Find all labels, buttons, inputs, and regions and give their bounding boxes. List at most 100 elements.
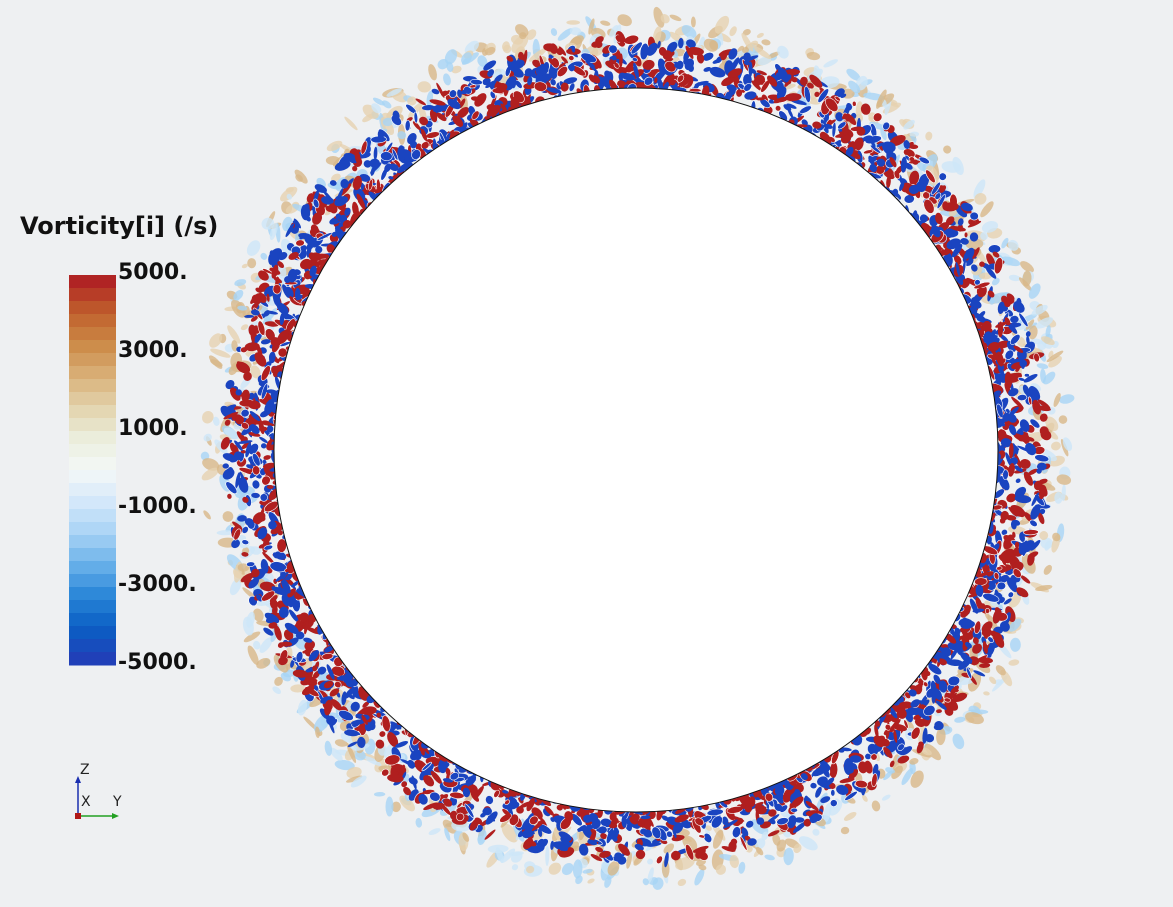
eddy (661, 815, 669, 821)
eddy (992, 251, 1000, 258)
eddy (278, 606, 289, 619)
eddy (421, 761, 432, 772)
eddy (369, 158, 380, 167)
eddy (456, 812, 465, 822)
eddy (943, 145, 952, 154)
eddy (1004, 349, 1014, 360)
eddy (979, 261, 985, 267)
eddy (341, 691, 347, 706)
eddy (1007, 323, 1018, 334)
eddy (380, 151, 393, 162)
eddy (654, 77, 658, 84)
eddy (363, 755, 382, 766)
eddy (426, 132, 440, 138)
eddy (931, 181, 941, 196)
eddy (309, 265, 317, 277)
eddy (276, 302, 289, 315)
eddy (951, 226, 966, 232)
eddy (755, 846, 764, 856)
eddy (411, 775, 417, 790)
colorbar-band (69, 366, 116, 380)
eddy (259, 637, 273, 653)
eddy (411, 149, 422, 160)
eddy (321, 196, 334, 205)
eddy (1027, 551, 1039, 559)
eddy (920, 747, 932, 756)
eddy (694, 817, 705, 826)
eddy (837, 121, 847, 130)
eddy (444, 827, 451, 842)
eddy (889, 135, 906, 146)
eddy (914, 718, 926, 728)
eddy (385, 796, 394, 817)
eddy (855, 101, 863, 118)
eddy (889, 719, 901, 732)
eddy (600, 20, 611, 26)
eddy (254, 352, 267, 367)
eddy (840, 826, 850, 835)
eddy (685, 844, 695, 861)
eddy (229, 578, 242, 596)
eddy (787, 815, 797, 829)
eddy (843, 811, 857, 821)
x-label: X (81, 794, 91, 810)
eddy (984, 608, 990, 614)
eddy (621, 72, 635, 81)
eddy (381, 715, 391, 732)
eddy (395, 740, 409, 748)
eddy (272, 552, 279, 559)
eddy (268, 520, 277, 530)
eddy (292, 220, 299, 225)
eddy (918, 156, 930, 165)
eddy (566, 20, 580, 25)
eddy (995, 419, 1006, 427)
eddy (419, 116, 429, 126)
eddy (436, 112, 447, 122)
eddy (849, 755, 862, 763)
eddy (790, 807, 798, 813)
eddy (829, 800, 843, 816)
colorbar-band (69, 574, 116, 588)
colorbar-band (69, 639, 116, 653)
eddy (943, 697, 951, 703)
eddy (250, 315, 258, 322)
eddy (776, 839, 787, 852)
eddy (590, 854, 603, 862)
colorbar-band (69, 496, 116, 510)
colorbar-band (69, 431, 116, 445)
eddy (250, 365, 261, 379)
eddy (1010, 315, 1019, 323)
eddy (703, 38, 718, 52)
eddy (329, 688, 340, 697)
eddy (246, 464, 254, 469)
eddy (608, 44, 618, 54)
eddy (560, 836, 568, 843)
eddy (830, 762, 838, 779)
eddy (354, 150, 361, 165)
eddy (451, 65, 462, 74)
eddy (872, 112, 883, 122)
eddy (344, 729, 360, 737)
eddy (883, 746, 893, 759)
colorbar-band (69, 483, 116, 497)
eddy (891, 765, 903, 780)
eddy (830, 789, 835, 796)
eddy (767, 75, 778, 87)
eddy (220, 437, 230, 450)
eddy (954, 716, 966, 723)
eddy (729, 854, 739, 869)
eddy (799, 76, 808, 86)
eddy (299, 612, 310, 623)
eddy (647, 867, 654, 884)
colorbar-band (69, 652, 116, 666)
eddy (769, 818, 776, 825)
eddy (640, 815, 651, 820)
eddy (484, 829, 496, 840)
eddy (874, 724, 879, 738)
eddy (436, 82, 445, 98)
eddy (674, 62, 680, 68)
eddy (900, 156, 907, 173)
eddy (1008, 506, 1018, 517)
eddy (820, 796, 831, 803)
eddy (263, 627, 274, 636)
